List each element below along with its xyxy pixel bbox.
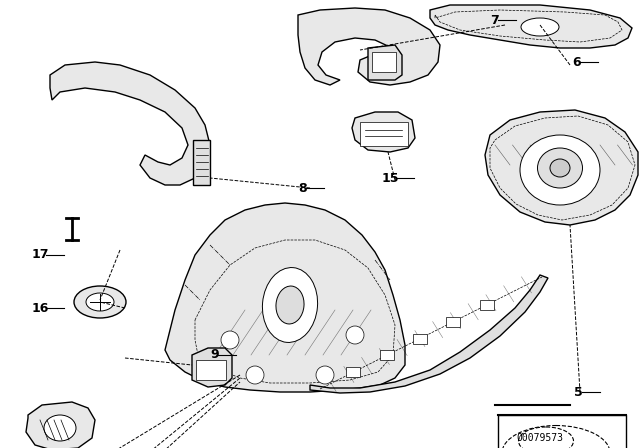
Polygon shape (310, 275, 548, 393)
Text: 15: 15 (382, 172, 399, 185)
Ellipse shape (262, 267, 317, 342)
Polygon shape (298, 8, 440, 85)
Ellipse shape (550, 159, 570, 177)
Polygon shape (430, 5, 632, 48)
Polygon shape (50, 62, 210, 185)
Text: 9: 9 (210, 349, 219, 362)
Bar (346, 367, 360, 377)
Text: 17: 17 (32, 249, 49, 262)
Ellipse shape (518, 427, 573, 448)
Text: 5: 5 (574, 385, 583, 399)
Ellipse shape (502, 426, 610, 448)
Text: 7: 7 (490, 13, 499, 26)
Bar (413, 334, 427, 344)
Text: 6: 6 (572, 56, 580, 69)
Ellipse shape (520, 135, 600, 205)
Circle shape (246, 366, 264, 384)
Bar (196, 360, 226, 380)
Ellipse shape (44, 415, 76, 441)
Polygon shape (26, 402, 95, 448)
Polygon shape (352, 112, 415, 152)
Text: 8: 8 (298, 181, 307, 194)
Bar (446, 317, 460, 327)
Bar (360, 122, 408, 146)
Ellipse shape (521, 18, 559, 36)
Ellipse shape (86, 293, 114, 311)
Circle shape (346, 326, 364, 344)
Polygon shape (165, 203, 405, 392)
Ellipse shape (74, 286, 126, 318)
Ellipse shape (538, 148, 582, 188)
Bar (479, 300, 493, 310)
Polygon shape (193, 140, 210, 185)
Ellipse shape (276, 286, 304, 324)
Bar (498, 415, 626, 448)
Circle shape (221, 331, 239, 349)
Circle shape (316, 366, 334, 384)
Text: 16: 16 (32, 302, 49, 314)
Polygon shape (485, 110, 638, 225)
Polygon shape (368, 45, 402, 80)
Text: 00079573: 00079573 (516, 433, 563, 443)
Bar (380, 350, 394, 360)
Polygon shape (192, 348, 232, 387)
Bar (372, 52, 396, 72)
